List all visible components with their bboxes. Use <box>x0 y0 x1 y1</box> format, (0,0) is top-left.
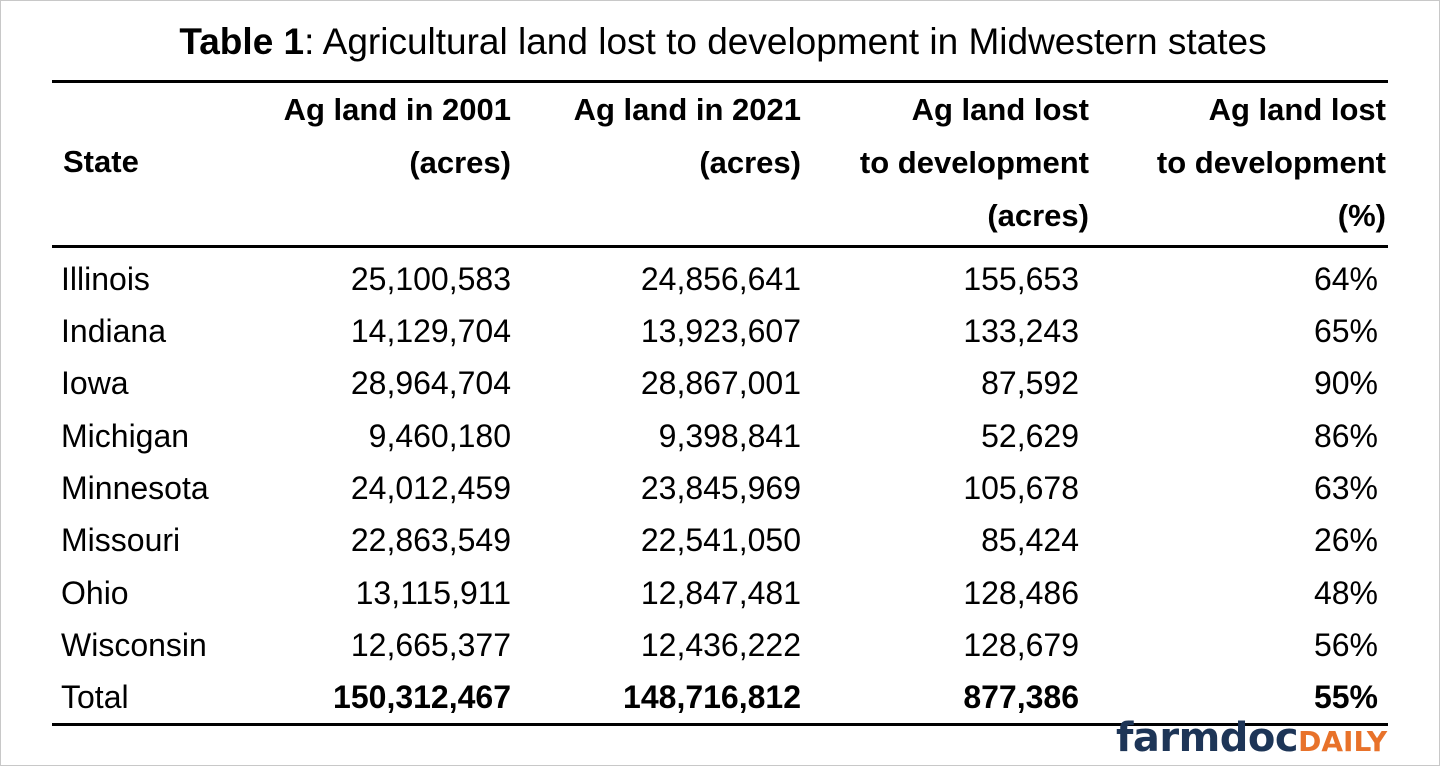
lost-acres-cell: 133,243 <box>963 313 1079 350</box>
ag2001-cell: 24,012,459 <box>350 470 511 507</box>
state-cell: Michigan <box>61 417 190 454</box>
lost-acres-cell: 52,629 <box>981 417 1079 454</box>
ag2021-cell: 13,923,607 <box>640 313 801 350</box>
table-row: Illinois 25,100,583 24,856,641 155,653 6… <box>52 247 1388 306</box>
lost-acres-cell: 128,486 <box>963 574 1079 611</box>
lost-pct-cell: 65% <box>1313 313 1378 350</box>
ag2021-cell: 12,436,222 <box>640 626 801 663</box>
state-cell: Iowa <box>61 365 129 402</box>
state-cell: Illinois <box>61 261 150 297</box>
lost-acres-cell: 105,678 <box>963 470 1079 507</box>
table-title-text: : Agricultural land lost to development … <box>304 21 1267 62</box>
table-title: Table 1: Agricultural land lost to devel… <box>0 18 1440 66</box>
table-row: Missouri 22,863,549 22,541,050 85,424 26… <box>52 514 1388 566</box>
ag2021-cell: 28,867,001 <box>640 365 801 402</box>
lost-acres-cell: 87,592 <box>981 365 1079 402</box>
total-lost-pct: 55% <box>1313 679 1378 716</box>
header-state: State <box>63 144 139 179</box>
total-row: Total 150,312,467 148,716,812 877,386 55… <box>52 671 1388 725</box>
header-lost-pct: Ag land lost to development (%) <box>1091 82 1388 247</box>
header-ag2001: Ag land in 2001 (acres) <box>228 82 513 247</box>
lost-pct-cell: 86% <box>1313 417 1378 454</box>
ag2021-cell: 24,856,641 <box>640 261 801 297</box>
ag2021-cell: 12,847,481 <box>640 574 801 611</box>
logo-farmdoc: farmdoc <box>1116 715 1299 761</box>
ag2001-cell: 22,863,549 <box>350 522 511 559</box>
total-lost-acres: 877,386 <box>963 679 1079 716</box>
lost-pct-cell: 90% <box>1313 365 1378 402</box>
table-title-label: Table 1 <box>179 21 305 62</box>
farmdoc-daily-logo: farmdocDAILY <box>1116 712 1432 764</box>
header-lost-acres-line2: to development <box>859 145 1089 180</box>
state-cell: Wisconsin <box>61 626 207 663</box>
header-ag2021-line1: Ag land in 2021 <box>573 92 801 127</box>
logo-daily: DAILY <box>1298 725 1388 758</box>
lost-acres-cell: 128,679 <box>963 626 1079 663</box>
ag2001-cell: 14,129,704 <box>350 313 511 350</box>
header-lost-acres-line3: (acres) <box>987 198 1089 233</box>
ag2021-cell: 9,398,841 <box>658 417 801 454</box>
header-lost-pct-line1: Ag land lost <box>1208 92 1386 127</box>
state-cell: Indiana <box>61 313 166 350</box>
table-row: Wisconsin 12,665,377 12,436,222 128,679 … <box>52 619 1388 671</box>
ag2021-cell: 22,541,050 <box>640 522 801 559</box>
lost-acres-cell: 85,424 <box>981 522 1079 559</box>
state-cell: Missouri <box>61 522 181 559</box>
header-lost-acres: Ag land lost to development (acres) <box>803 82 1091 247</box>
header-lost-acres-line1: Ag land lost <box>911 92 1089 127</box>
lost-pct-cell: 26% <box>1313 522 1378 559</box>
ag2001-cell: 12,665,377 <box>350 626 511 663</box>
lost-acres-cell: 155,653 <box>963 261 1079 297</box>
lost-pct-cell: 63% <box>1313 470 1378 507</box>
lost-pct-cell: 48% <box>1313 574 1378 611</box>
ag2001-cell: 9,460,180 <box>368 417 511 454</box>
data-table: State Ag land in 2001 (acres) Ag land in… <box>52 80 1388 726</box>
table-row: Iowa 28,964,704 28,867,001 87,592 90% <box>52 357 1388 409</box>
header-lost-pct-line2: to development <box>1156 145 1386 180</box>
lost-pct-cell: 64% <box>1313 261 1378 297</box>
table-row: Michigan 9,460,180 9,398,841 52,629 86% <box>52 410 1388 462</box>
header-ag2021-line2: (acres) <box>699 145 801 180</box>
header-ag2021: Ag land in 2021 (acres) <box>513 82 803 247</box>
state-cell: Minnesota <box>61 470 209 507</box>
ag2001-cell: 25,100,583 <box>350 261 511 297</box>
table-row: Indiana 14,129,704 13,923,607 133,243 65… <box>52 305 1388 357</box>
ag2001-cell: 13,115,911 <box>355 574 511 611</box>
total-label: Total <box>61 679 129 716</box>
state-cell: Ohio <box>61 574 129 611</box>
total-ag2021: 148,716,812 <box>623 679 801 716</box>
header-lost-pct-line3: (%) <box>1337 198 1386 233</box>
table-row: Minnesota 24,012,459 23,845,969 105,678 … <box>52 462 1388 514</box>
ag2021-cell: 23,845,969 <box>640 470 801 507</box>
lost-pct-cell: 56% <box>1313 626 1378 663</box>
table-row: Ohio 13,115,911 12,847,481 128,486 48% <box>52 566 1388 618</box>
ag2001-cell: 28,964,704 <box>350 365 511 402</box>
total-ag2001: 150,312,467 <box>333 679 511 716</box>
header-ag2001-line1: Ag land in 2001 <box>283 92 511 127</box>
header-row: State Ag land in 2001 (acres) Ag land in… <box>52 81 1388 247</box>
header-ag2001-line2: (acres) <box>409 145 511 180</box>
